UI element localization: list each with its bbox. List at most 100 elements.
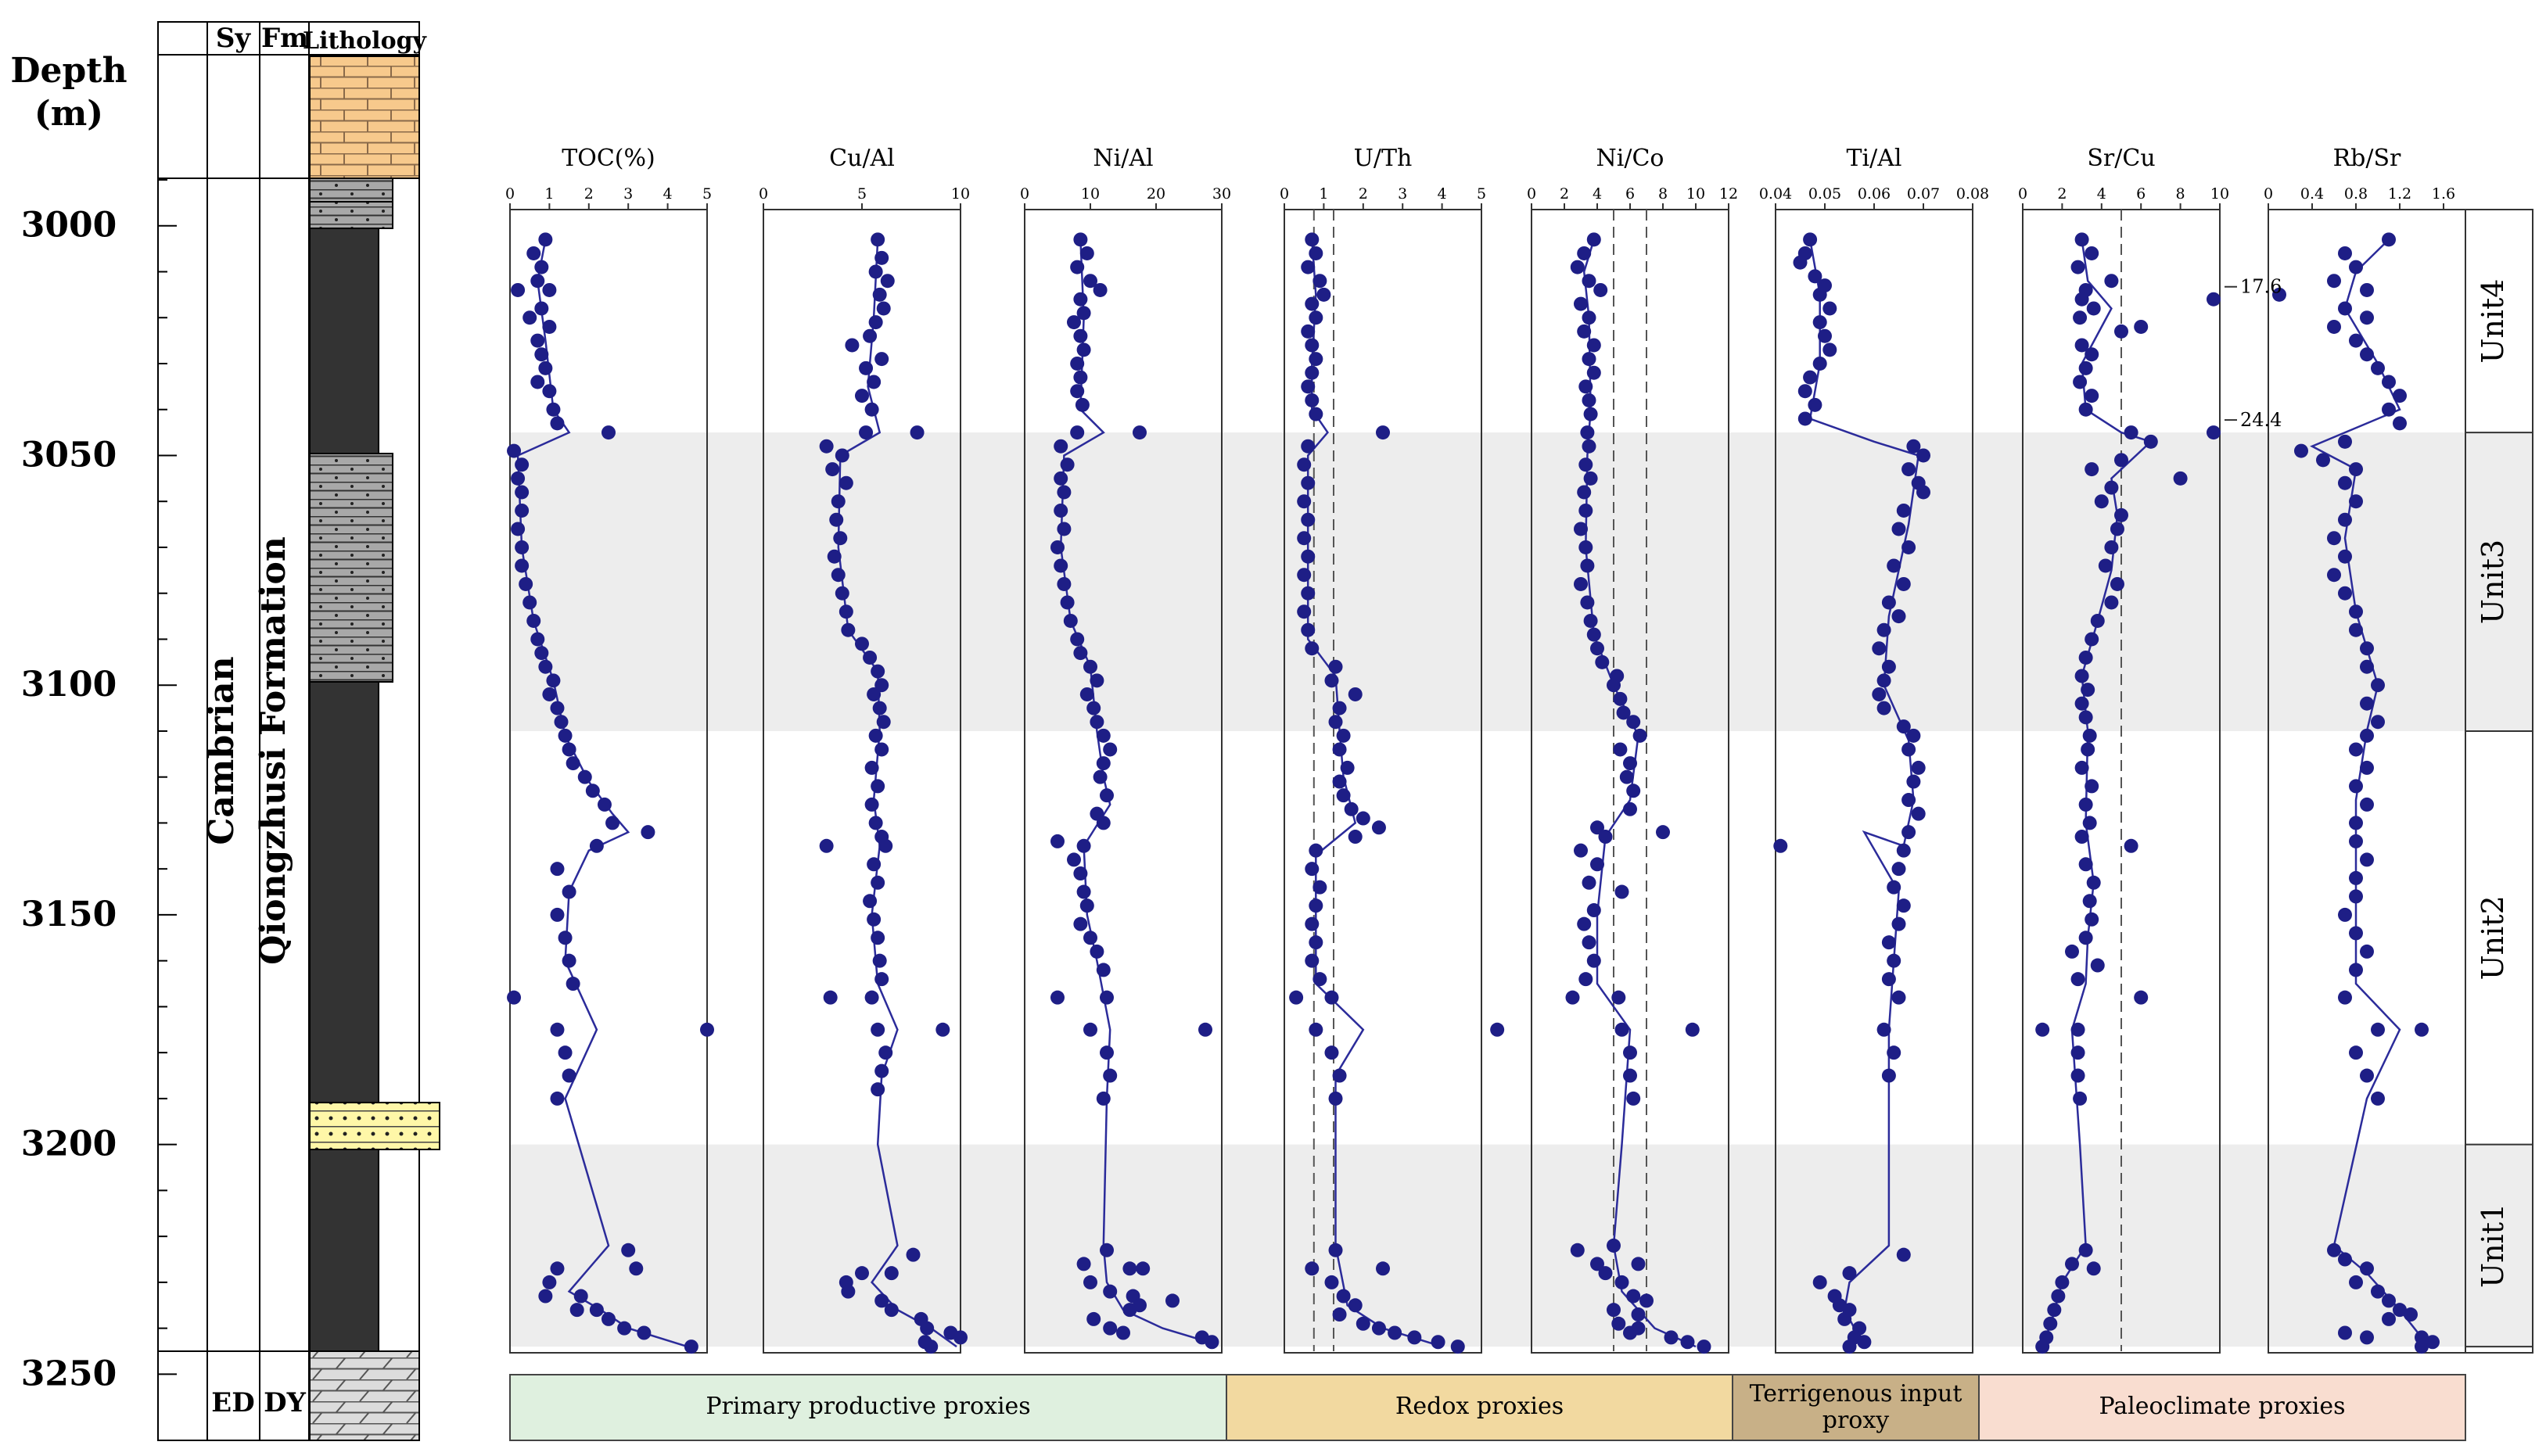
bottom-system-label: ED <box>211 1387 254 1418</box>
data-point <box>2360 1261 2374 1276</box>
trend-line <box>1059 239 1209 1343</box>
data-point <box>868 728 883 743</box>
data-point <box>2426 1335 2440 1350</box>
black-shale-middle <box>309 681 379 1103</box>
data-point <box>1586 232 1601 247</box>
data-point <box>819 439 834 454</box>
data-point <box>2078 402 2093 417</box>
depth-tick-label: 3000 <box>21 206 117 246</box>
data-point <box>1626 1091 1641 1106</box>
data-point <box>2338 990 2352 1005</box>
x-tick-label: 1 <box>544 185 554 203</box>
data-point <box>542 282 557 297</box>
unit-label: Unit4 <box>2476 278 2510 363</box>
data-point <box>2124 425 2138 440</box>
data-point <box>829 512 844 527</box>
data-point <box>550 416 565 431</box>
data-point <box>2382 402 2396 417</box>
data-point <box>831 494 846 509</box>
data-point <box>1891 990 1906 1005</box>
data-point <box>2085 632 2099 647</box>
data-point <box>1876 701 1891 715</box>
data-point <box>2104 480 2119 495</box>
data-point <box>1332 1068 1347 1083</box>
data-point <box>1328 1243 1343 1257</box>
data-point <box>1803 370 1818 385</box>
data-point <box>2371 360 2385 375</box>
data-point <box>1614 884 1629 899</box>
data-point <box>1578 503 1593 518</box>
data-point <box>871 1082 885 1097</box>
x-tick-label: 10 <box>2210 185 2229 203</box>
data-point <box>1073 232 1088 247</box>
data-point <box>2338 586 2352 601</box>
x-tick-label: 2 <box>584 185 594 203</box>
data-point <box>2078 710 2093 725</box>
data-point <box>1083 931 1097 945</box>
data-point <box>2327 319 2341 334</box>
proxy-group-bar <box>1226 1374 1733 1441</box>
data-point <box>1100 990 1114 1005</box>
panel-frame <box>509 209 708 1354</box>
panel-title: Cu/Al <box>829 145 895 172</box>
data-point <box>530 333 545 348</box>
panel-3: Ni/Al 0 10 20 30 <box>1020 145 1231 1354</box>
header-system: Sy <box>216 23 252 54</box>
data-point <box>1083 1022 1097 1037</box>
data-point <box>1070 260 1085 274</box>
data-point <box>1906 774 1921 789</box>
panel-7: Sr/Cu 0 2 4 6 8 10 <box>2018 145 2229 1354</box>
data-point <box>2415 1339 2429 1354</box>
data-point <box>1574 576 1588 591</box>
panel-title: U/Th <box>1354 145 1413 172</box>
data-point <box>1336 1289 1351 1304</box>
data-point <box>1309 407 1323 421</box>
data-point <box>910 425 925 440</box>
data-point <box>2327 531 2341 546</box>
annotation-value: 24.4 <box>2240 409 2282 431</box>
x-tick-label: 8 <box>1658 185 1668 203</box>
data-point <box>550 1261 565 1276</box>
x-tick-label: 4 <box>1593 185 1602 203</box>
data-point <box>878 838 893 853</box>
data-point <box>1050 834 1065 848</box>
data-point <box>1896 576 1911 591</box>
data-point <box>2360 760 2374 775</box>
data-point <box>1348 1298 1363 1313</box>
data-point <box>2349 870 2363 885</box>
unit-label-column: Unit4 Unit3 Unit2 Unit1 <box>2465 209 2533 1354</box>
data-point <box>2393 416 2407 431</box>
x-tick-label: 1 <box>1319 185 1328 203</box>
data-point <box>2073 1091 2088 1106</box>
data-point <box>2074 669 2089 683</box>
data-point <box>1582 935 1596 950</box>
annotation-value: 17.6 <box>2240 276 2282 298</box>
data-point <box>1096 816 1111 830</box>
data-point <box>1301 439 1316 454</box>
data-point <box>2404 1307 2418 1322</box>
data-point <box>550 907 565 922</box>
data-point <box>1100 1243 1114 1257</box>
x-tick-label: 12 <box>1719 185 1738 203</box>
data-point <box>2371 1091 2385 1106</box>
data-point <box>1332 1307 1347 1322</box>
off-scale-annotation: 17.6 <box>2207 276 2282 307</box>
data-point <box>562 884 576 899</box>
siltstone-block-top <box>309 178 393 203</box>
data-point <box>874 352 889 367</box>
data-point <box>577 769 592 784</box>
data-point <box>2272 287 2286 302</box>
data-point <box>1593 282 1608 297</box>
limestone-block <box>309 56 420 179</box>
x-tick-label: 10 <box>1686 185 1705 203</box>
data-point <box>819 838 834 853</box>
data-point <box>1881 935 1896 950</box>
data-point <box>1079 687 1094 701</box>
data-point <box>2316 453 2330 468</box>
data-point <box>1626 1289 1641 1304</box>
sandstone-block <box>309 1102 440 1150</box>
data-point <box>2086 1261 2101 1276</box>
x-tick-label: 1.6 <box>2432 185 2455 203</box>
